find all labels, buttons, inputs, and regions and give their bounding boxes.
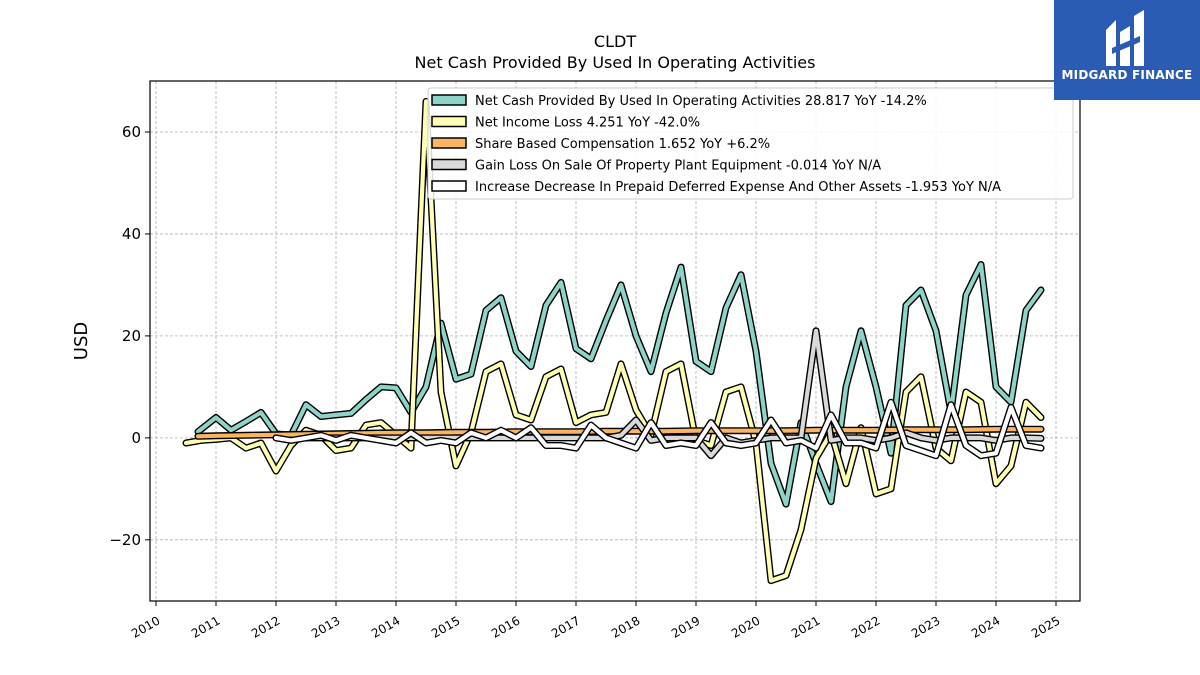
x-tick-label: 2010 bbox=[129, 613, 162, 640]
series-line bbox=[195, 262, 1044, 507]
legend-label: Net Cash Provided By Used In Operating A… bbox=[475, 94, 927, 109]
legend-swatch bbox=[431, 115, 467, 128]
legend-swatch bbox=[431, 137, 467, 149]
y-tick-label: 20 bbox=[122, 327, 141, 345]
y-axis-label: USD bbox=[71, 322, 92, 360]
x-tick-label: 2020 bbox=[729, 613, 762, 640]
series-2 bbox=[182, 97, 1045, 585]
x-tick-label: 2019 bbox=[669, 613, 702, 640]
x-tick-label: 2024 bbox=[969, 613, 1002, 640]
x-tick-label: 2018 bbox=[609, 613, 642, 640]
x-tick-label: 2011 bbox=[189, 613, 222, 640]
plot-frame bbox=[149, 80, 1081, 602]
chart-ticker: CLDT bbox=[594, 32, 636, 51]
y-tick-label: −20 bbox=[109, 531, 141, 549]
legend-swatch bbox=[431, 94, 467, 106]
legend-swatch bbox=[431, 180, 467, 192]
series-line bbox=[183, 99, 1044, 583]
brand-logo: MIDGARD FINANCE bbox=[1054, 0, 1200, 100]
x-tick-label: 2013 bbox=[309, 613, 342, 640]
y-tick-label: 0 bbox=[131, 429, 141, 447]
series-1 bbox=[194, 261, 1045, 508]
x-tick-label: 2025 bbox=[1029, 613, 1062, 640]
logo-mark-icon bbox=[1106, 10, 1144, 66]
series-5 bbox=[272, 398, 1045, 460]
legend-swatch bbox=[431, 158, 467, 171]
legend-label: Net Income Loss 4.251 YoY -42.0% bbox=[475, 116, 700, 131]
x-tick-label: 2016 bbox=[489, 613, 522, 640]
legend: Net Cash Provided By Used In Operating A… bbox=[427, 87, 1074, 200]
legend-label: Increase Decrease In Prepaid Deferred Ex… bbox=[475, 180, 1001, 195]
y-tick-label: 40 bbox=[122, 225, 141, 243]
legend-label: Share Based Compensation 1.652 YoY +6.2% bbox=[475, 137, 770, 152]
legend-box bbox=[427, 87, 1074, 200]
series-line bbox=[273, 400, 1044, 458]
y-axis: −20 0 20 40 60 bbox=[109, 123, 150, 549]
x-tick-label: 2015 bbox=[429, 613, 462, 640]
x-tick-label: 2021 bbox=[789, 613, 822, 640]
x-tick-label: 2023 bbox=[909, 613, 942, 640]
y-tick-label: 60 bbox=[122, 123, 141, 141]
x-tick-label: 2022 bbox=[849, 613, 882, 640]
logo-text: MIDGARD FINANCE bbox=[1061, 68, 1193, 82]
legend-label: Gain Loss On Sale Of Property Plant Equi… bbox=[475, 159, 881, 174]
x-tick-label: 2017 bbox=[549, 613, 582, 640]
chart-title: Net Cash Provided By Used In Operating A… bbox=[415, 53, 816, 72]
x-tick-label: 2012 bbox=[249, 613, 282, 640]
x-tick-label: 2014 bbox=[369, 613, 402, 640]
x-axis: 2010 2011 2012 2013 2014 2015 2016 2017 2018 2019… bbox=[129, 601, 1063, 641]
series-layer bbox=[182, 97, 1045, 585]
